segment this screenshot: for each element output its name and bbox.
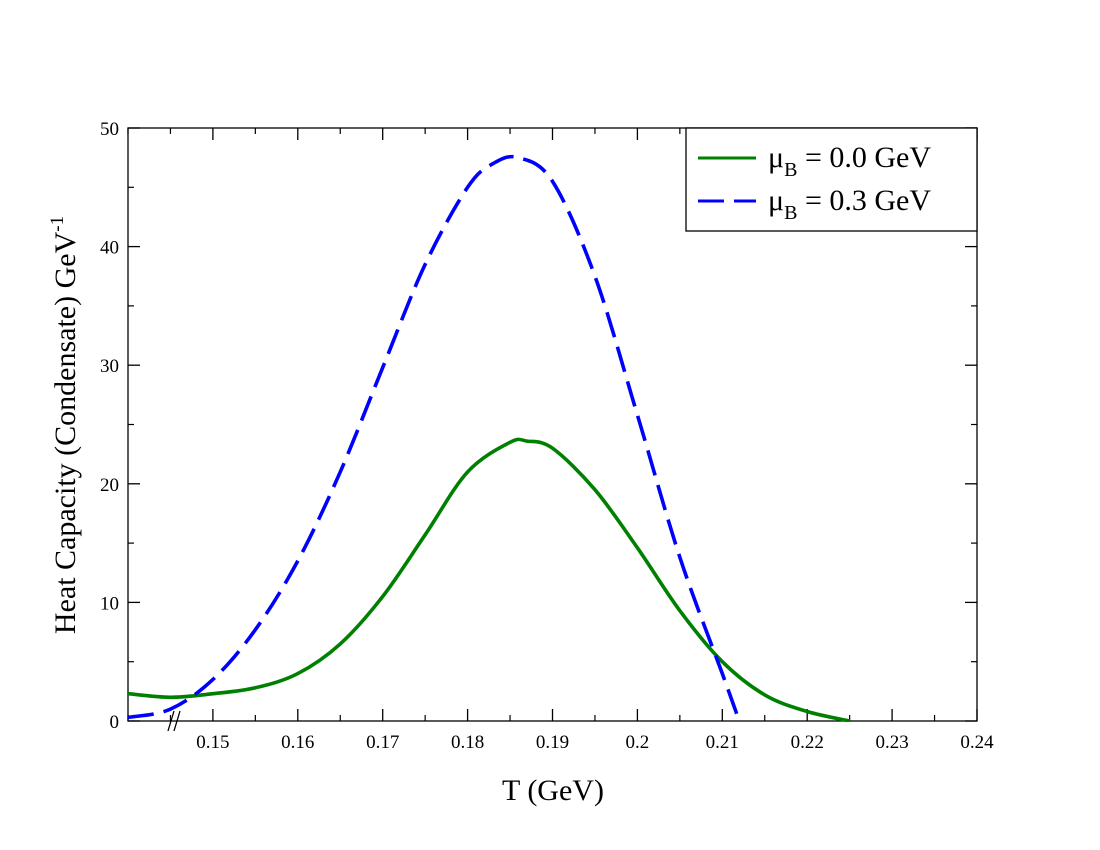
y-axis-title: Heat Capacity (Condensate) GeV-1: [47, 216, 82, 634]
legend-mu-symbol: μ: [768, 184, 784, 217]
x-tick-label: 0.22: [791, 732, 824, 753]
y-axis-title-superscript: -1: [47, 216, 68, 232]
legend-label-mu-0.3: μB = 0.3 GeV: [768, 184, 931, 224]
legend-value: = 0.3 GeV: [797, 184, 931, 217]
legend-label-mu-0: μB = 0.0 GeV: [768, 141, 931, 181]
x-tick-label: 0.2: [626, 732, 650, 753]
x-tick-label: 0.24: [960, 732, 994, 753]
axis-break-stroke: [167, 710, 175, 732]
x-tick-label: 0.23: [875, 732, 908, 753]
y-tick-label: 50: [100, 119, 119, 140]
x-tick-label: 0.15: [196, 732, 229, 753]
series-line-mu-0: [128, 437, 851, 722]
axis-tick-labels: 0.15 0.16 0.17 0.18 0.19 0.2 0.21 0.22 0.23 0.24 0…: [100, 119, 994, 753]
legend: μB = 0.0 GeV μB = 0.3 GeV: [685, 127, 978, 232]
y-tick-label: 40: [100, 238, 119, 259]
legend-subscript: B: [784, 159, 797, 181]
y-tick-label: 30: [100, 356, 119, 377]
y-tick-label: 20: [100, 475, 119, 496]
x-tick-label: 0.18: [451, 732, 484, 753]
y-tick-label: 0: [110, 712, 120, 733]
axis-break-stroke: [173, 710, 181, 732]
y-axis-title-main: Heat Capacity (Condensate) GeV: [49, 231, 82, 634]
y-tick-label: 10: [100, 593, 119, 614]
x-tick-label: 0.19: [536, 732, 569, 753]
x-tick-label: 0.21: [706, 732, 739, 753]
x-tick-label: 0.17: [366, 732, 399, 753]
legend-subscript: B: [784, 202, 797, 224]
axis-break-marker: [167, 710, 181, 732]
series-line-mu-0.3: [128, 154, 741, 722]
legend-box: [685, 127, 978, 232]
x-axis-title: T (GeV): [502, 774, 604, 807]
x-tick-label: 0.16: [281, 732, 314, 753]
legend-mu-symbol: μ: [768, 141, 784, 174]
series-layer: [128, 154, 851, 722]
legend-value: = 0.0 GeV: [797, 141, 931, 174]
